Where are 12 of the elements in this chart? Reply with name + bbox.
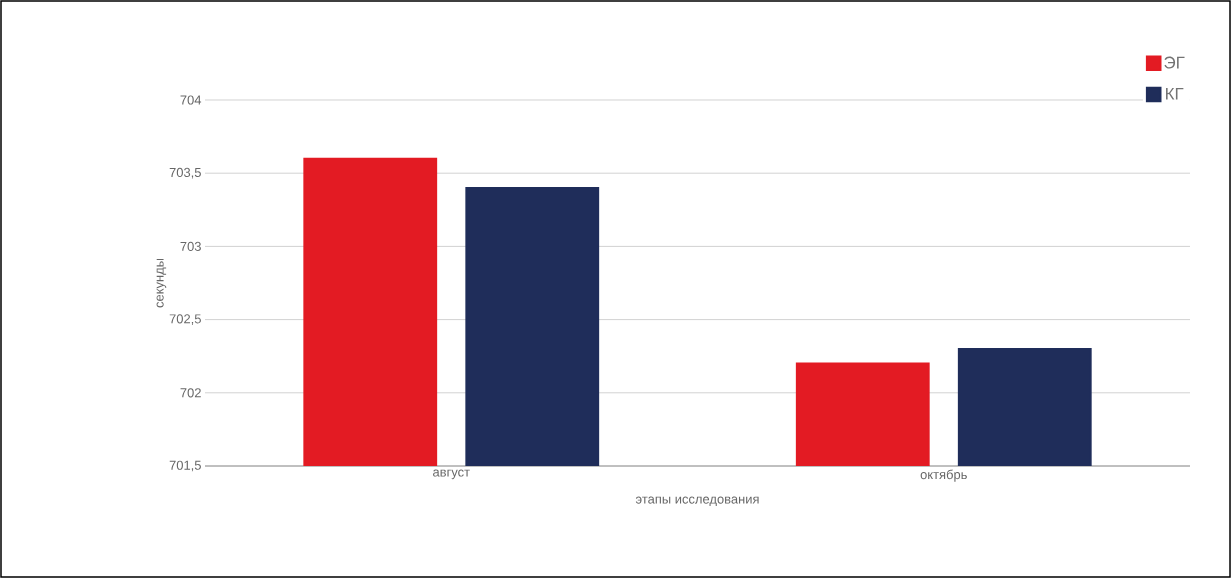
legend-label: КГ xyxy=(1166,87,1184,100)
x-tick-label: октябрь xyxy=(920,469,967,482)
legend-label: ЭГ xyxy=(1164,56,1185,69)
x-tick-label: август xyxy=(433,469,470,480)
y-tick-label: 704 xyxy=(180,95,202,105)
y-tick-label: 702,5 xyxy=(169,314,201,325)
y-tick-label: 701,5 xyxy=(169,460,201,472)
y-axis-title: секунды xyxy=(156,258,167,308)
y-tick-label: 703 xyxy=(180,241,201,251)
y-tick-label: 702 xyxy=(180,388,201,398)
y-tick-label: 703,5 xyxy=(169,167,201,179)
x-axis-title: этапы исследования xyxy=(635,496,759,507)
